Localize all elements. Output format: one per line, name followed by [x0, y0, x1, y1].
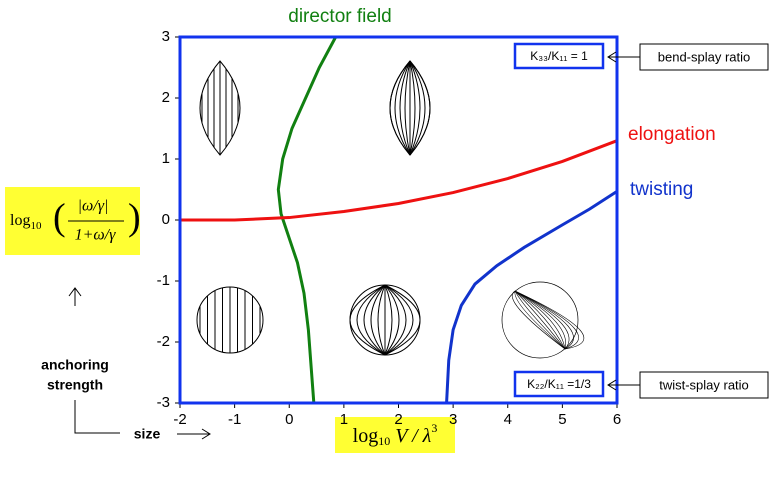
x-tick-label: -2	[173, 411, 186, 428]
y-tick-label: -3	[157, 394, 170, 411]
bend-label: bend-splay ratio	[658, 49, 751, 64]
series-label: director field	[288, 6, 392, 27]
curve	[278, 37, 335, 403]
director-line	[512, 291, 565, 349]
y-label-log: log	[10, 212, 30, 229]
director-line	[385, 285, 392, 355]
twist-ratio: K₂₂/K₁₁ =1/3	[527, 377, 591, 391]
y-tick-label: 1	[162, 150, 170, 167]
x-tick-label: -1	[228, 411, 241, 428]
x-tick-label: 5	[558, 411, 566, 428]
paren: (	[53, 197, 66, 239]
y-tick-label: 2	[162, 89, 170, 106]
anchoring-label: strength	[47, 377, 103, 393]
x-tick-label: 0	[285, 411, 293, 428]
x-label-sub: 10	[378, 434, 390, 448]
x-tick-label: 4	[504, 411, 512, 428]
director-line	[515, 291, 565, 349]
y-tick-label: -1	[157, 272, 170, 289]
director-line	[515, 291, 565, 349]
chart: log10 ( ) |ω/γ| 1+ω/γ log10 V / λ3 -2-10…	[0, 0, 774, 479]
paren: )	[128, 197, 141, 239]
size-label: size	[134, 426, 161, 442]
director-line	[515, 291, 565, 349]
bend-ratio: K₃₃/K₁₁ = 1	[530, 49, 588, 63]
director-line	[515, 291, 565, 349]
x-tick-label: 3	[449, 411, 457, 428]
director-line	[385, 285, 420, 355]
y-label-numerator: |ω/γ|	[78, 198, 109, 215]
x-tick-label: 2	[394, 411, 402, 428]
twist-label: twist-splay ratio	[659, 377, 749, 392]
curve	[180, 141, 617, 220]
y-tick-label: 0	[162, 211, 170, 228]
director-line	[405, 61, 410, 155]
x-label-log: log	[353, 425, 379, 447]
x-tick-label: 6	[613, 411, 621, 428]
y-label-denominator: 1+ω/γ	[75, 227, 117, 244]
y-label-sub: 10	[30, 220, 42, 232]
anchoring-label: anchoring	[41, 357, 109, 373]
director-line	[378, 285, 385, 355]
director-line	[410, 61, 415, 155]
x-tick-label: 1	[340, 411, 348, 428]
x-label-sup: 3	[431, 421, 437, 435]
series-label: twisting	[630, 179, 693, 200]
director-line	[350, 285, 385, 355]
y-tick-label: 3	[162, 28, 170, 45]
page: {"chart_data":{"type":"line", "xlim":[-2…	[0, 0, 774, 484]
droplet-icons	[197, 55, 584, 360]
director-line	[515, 291, 565, 349]
sphere-uniform	[200, 280, 260, 360]
series-label: elongation	[628, 124, 716, 145]
tactoid-uniform	[202, 55, 238, 160]
y-tick-label: -2	[157, 333, 170, 350]
